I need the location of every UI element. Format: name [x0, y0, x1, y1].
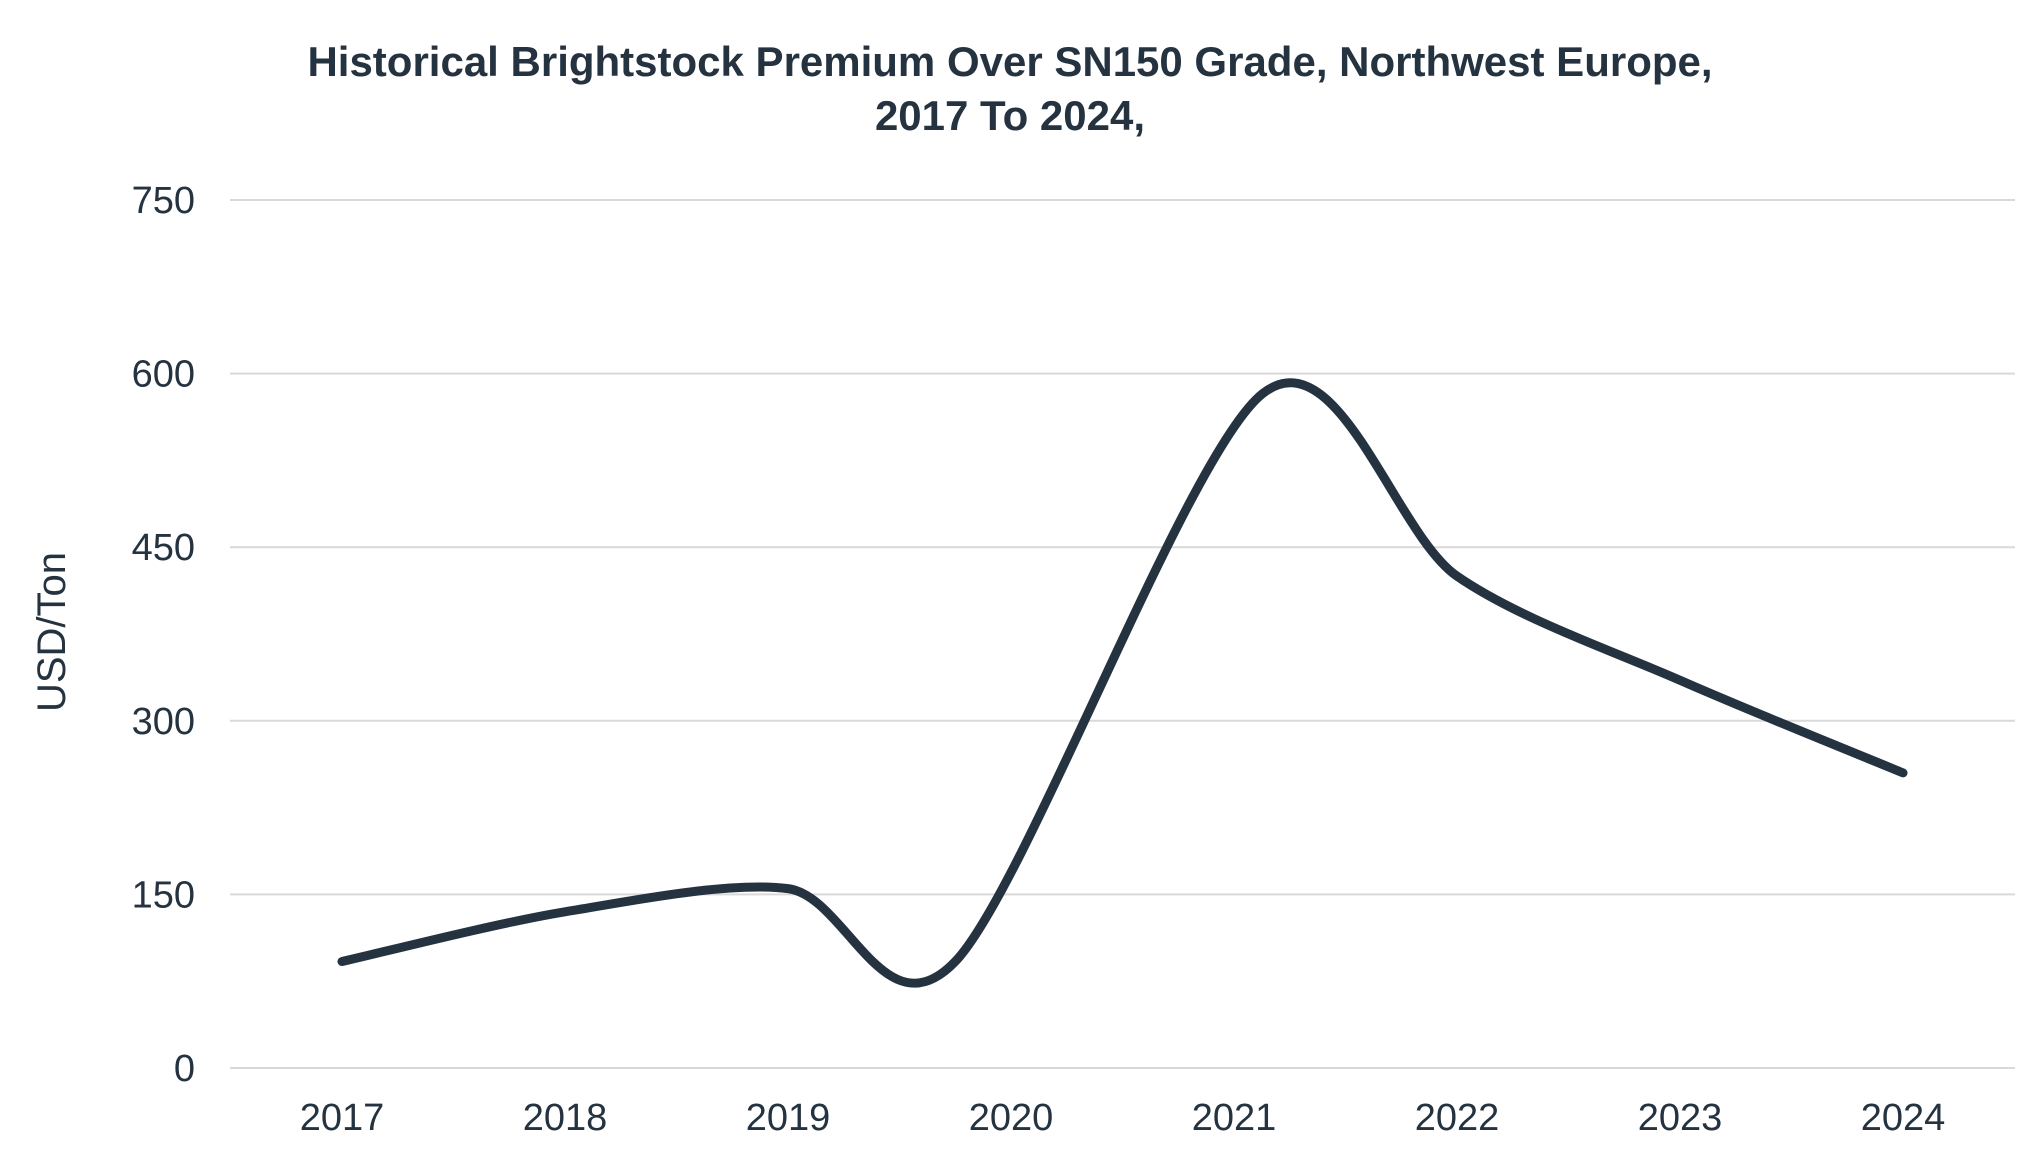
x-tick-label-2017: 2017: [300, 1097, 385, 1139]
y-axis-ticks: 0 150 300 450 600 750: [132, 180, 195, 1090]
x-tick-label-2023: 2023: [1638, 1097, 1723, 1139]
chart-title: Historical Brightstock Premium Over SN15…: [307, 38, 1712, 139]
gridlines: [230, 199, 2015, 1069]
y-tick-label-0: 0: [174, 1048, 195, 1090]
y-tick-label-750: 750: [132, 180, 195, 222]
series-group: [337, 378, 1908, 988]
x-tick-label-2019: 2019: [746, 1097, 831, 1139]
x-tick-label-2022: 2022: [1415, 1097, 1500, 1139]
x-tick-label-2020: 2020: [969, 1097, 1054, 1139]
x-tick-label-2018: 2018: [523, 1097, 608, 1139]
y-tick-label-150: 150: [132, 874, 195, 916]
x-axis-ticks: 2017 2018 2019 2020 2021 2022 2023 2024: [300, 1097, 1946, 1139]
x-tick-label-2021: 2021: [1192, 1097, 1277, 1139]
y-axis-label: USD/Ton: [30, 552, 74, 712]
y-tick-label-600: 600: [132, 354, 195, 396]
chart-title-line-2: 2017 To 2024,: [875, 92, 1145, 139]
series-line-0: [337, 378, 1908, 988]
x-tick-label-2024: 2024: [1861, 1097, 1946, 1139]
y-tick-label-450: 450: [132, 527, 195, 569]
chart-title-line-1: Historical Brightstock Premium Over SN15…: [307, 38, 1712, 85]
y-tick-label-300: 300: [132, 701, 195, 743]
